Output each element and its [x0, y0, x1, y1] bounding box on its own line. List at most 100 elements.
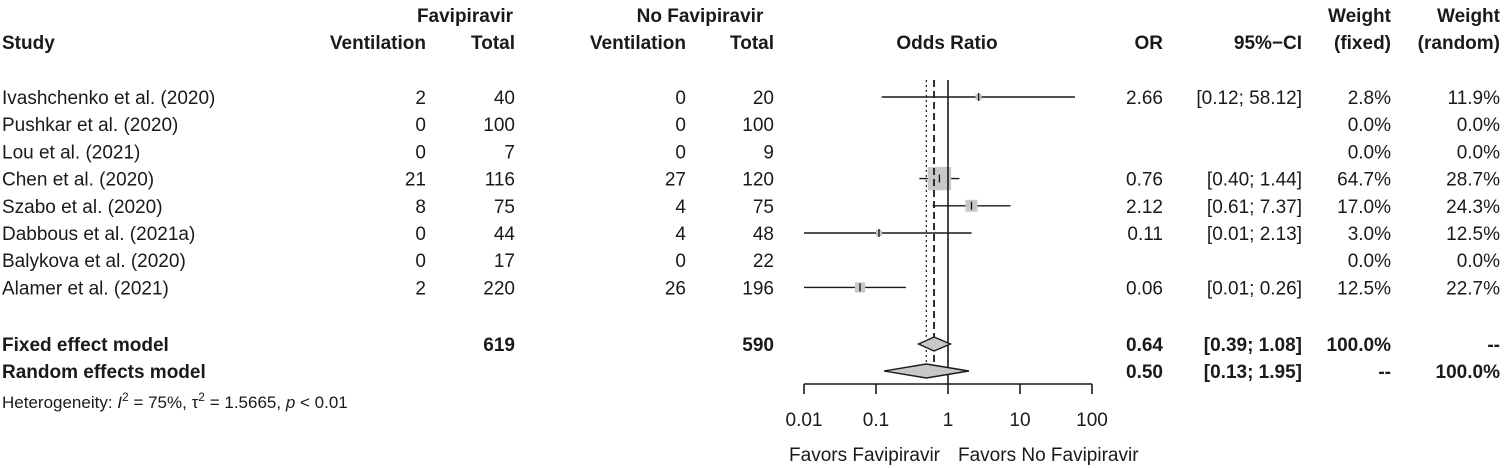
- study-name: Alamer et al. (2021): [2, 278, 169, 299]
- weight-fixed-value: 64.7%: [1337, 170, 1391, 191]
- x-tick-label: 0.01: [786, 410, 823, 431]
- effect-header: Odds Ratio: [896, 33, 997, 54]
- group2-header: No Favipiravir: [637, 6, 764, 27]
- or-value: 0.06: [1126, 278, 1163, 299]
- study-name: Dabbous et al. (2021a): [2, 224, 195, 245]
- g2-events-value: 0: [675, 142, 686, 163]
- plot-marks: [803, 80, 1093, 394]
- pooled-weight-random: 100.0%: [1436, 362, 1501, 383]
- pooled-weight-fixed: --: [1378, 362, 1391, 383]
- g1-events-value: 0: [415, 251, 426, 272]
- g1-total-value: 220: [483, 278, 515, 299]
- pooled-name: Fixed effect model: [2, 335, 169, 356]
- weight-random-value: 0.0%: [1457, 142, 1500, 163]
- ci-value: [0.61; 7.37]: [1207, 197, 1302, 218]
- pooled-ci-value: [0.13; 1.95]: [1204, 362, 1302, 383]
- g2-events-value: 0: [675, 115, 686, 136]
- or-value: 0.11: [1127, 224, 1163, 245]
- g2-events-value: 0: [675, 251, 686, 272]
- study-rows: Ivashchenko et al. (2020) 2 40 0 20 2.66 [0.12…: [2, 88, 1500, 431]
- g2-total-value: 22: [753, 251, 774, 272]
- g2-events-value: 26: [665, 278, 686, 299]
- x-tick-label: 1: [943, 410, 954, 431]
- weight-fixed-value: 0.0%: [1348, 142, 1391, 163]
- favors-left-label: Favors Favipiravir: [789, 445, 941, 466]
- pooled-diamond: [884, 363, 969, 379]
- study-name: Chen et al. (2020): [2, 170, 154, 191]
- or-header: OR: [1135, 33, 1164, 54]
- ci-value: [0.01; 2.13]: [1207, 224, 1302, 245]
- weight-random-value: 0.0%: [1457, 115, 1500, 136]
- g1-events-value: 21: [405, 170, 426, 191]
- g1-events-value: 0: [415, 115, 426, 136]
- g1-events-value: 2: [415, 88, 426, 109]
- or-value: 2.66: [1126, 88, 1163, 109]
- pooled-weight-fixed: 100.0%: [1327, 335, 1392, 356]
- g2-events-value: 0: [675, 88, 686, 109]
- g1-total-header: Total: [471, 33, 515, 54]
- study-header: Study: [2, 33, 55, 54]
- g1-total-value: 17: [494, 251, 515, 272]
- g1-total-value: 100: [483, 115, 515, 136]
- g1-total-value: 75: [494, 197, 515, 218]
- weight-random-value: 0.0%: [1457, 251, 1500, 272]
- weight-random-header: (random): [1418, 33, 1500, 54]
- weight-fixed-value: 3.0%: [1348, 224, 1391, 245]
- ci-header: 95%−CI: [1234, 33, 1302, 54]
- g2-events-value: 27: [665, 170, 686, 191]
- pooled-or-value: 0.64: [1126, 335, 1163, 356]
- weight-random-header-top: Weight: [1437, 6, 1501, 27]
- g2-events-value: 4: [675, 224, 686, 245]
- g2-total-value: 9: [763, 142, 774, 163]
- weight-fixed-value: 17.0%: [1337, 197, 1391, 218]
- pooled-ci-value: [0.39; 1.08]: [1204, 335, 1302, 356]
- g1-events-header: Ventilation: [330, 33, 426, 54]
- g2-total-value: 120: [742, 170, 774, 191]
- g1-events-value: 0: [415, 142, 426, 163]
- g2-events-header: Ventilation: [590, 33, 686, 54]
- g2-total-header: Total: [730, 33, 774, 54]
- g1-total-value: 44: [494, 224, 516, 245]
- weight-fixed-header-top: Weight: [1328, 6, 1392, 27]
- g2-total-value: 48: [753, 224, 774, 245]
- favors-right-label: Favors No Favipiravir: [958, 445, 1139, 466]
- g2-events-value: 4: [675, 197, 686, 218]
- weight-random-value: 11.9%: [1448, 88, 1501, 109]
- weight-fixed-value: 0.0%: [1348, 115, 1391, 136]
- weight-fixed-header: (fixed): [1334, 33, 1391, 54]
- or-value: 0.76: [1126, 170, 1163, 191]
- g1-events-value: 8: [415, 197, 426, 218]
- weight-random-value: 22.7%: [1446, 278, 1500, 299]
- study-name: Ivashchenko et al. (2020): [2, 88, 215, 109]
- g2-total-value: 20: [753, 88, 774, 109]
- pooled-or-value: 0.50: [1126, 362, 1163, 383]
- or-value: 2.12: [1126, 197, 1163, 218]
- g1-total-value: 40: [494, 88, 515, 109]
- g1-total-value: 7: [504, 142, 515, 163]
- x-tick-label: 0.1: [863, 410, 889, 431]
- study-name: Balykova et al. (2020): [2, 251, 186, 272]
- g1-events-value: 0: [415, 224, 426, 245]
- pooled-g1-total: 619: [483, 335, 515, 356]
- g2-total-value: 196: [742, 278, 774, 299]
- x-tick-label: 10: [1009, 410, 1030, 431]
- study-name: Pushkar et al. (2020): [2, 115, 178, 136]
- ci-value: [0.12; 58.12]: [1196, 88, 1302, 109]
- weight-fixed-value: 12.5%: [1337, 278, 1391, 299]
- weight-random-value: 28.7%: [1446, 170, 1500, 191]
- pooled-g2-total: 590: [742, 335, 774, 356]
- x-tick-label: 100: [1076, 410, 1108, 431]
- g1-total-value: 116: [485, 170, 515, 191]
- weight-fixed-value: 2.8%: [1348, 88, 1391, 109]
- g2-total-value: 75: [753, 197, 774, 218]
- ci-value: [0.01; 0.26]: [1207, 278, 1302, 299]
- group1-header: Favipiravir: [417, 6, 514, 27]
- study-name: Szabo et al. (2020): [2, 197, 163, 218]
- g2-total-value: 100: [742, 115, 774, 136]
- weight-fixed-value: 0.0%: [1348, 251, 1391, 272]
- heterogeneity-text: Heterogeneity: I2 = 75%, τ2 = 1.5665, p …: [2, 390, 348, 412]
- ci-value: [0.40; 1.44]: [1207, 170, 1302, 191]
- pooled-name: Random effects model: [2, 362, 206, 383]
- pooled-diamond: [916, 336, 953, 352]
